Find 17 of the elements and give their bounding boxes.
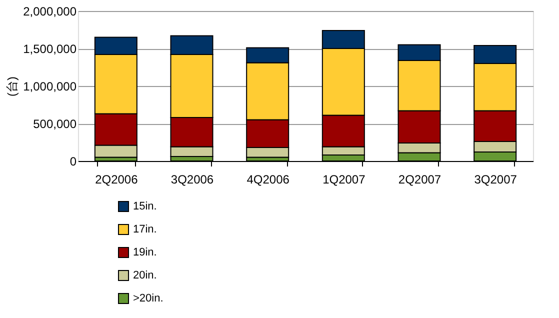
y-tick-label: 1,500,000 [23, 42, 77, 56]
y-tick-label: 0 [70, 154, 77, 168]
legend-label: 19in. [133, 246, 157, 258]
y-tick-label: 500,000 [33, 117, 77, 131]
y-tick-label: 1,000,000 [23, 80, 77, 94]
y-axis-title: (台) [5, 76, 20, 96]
x-tick-label: 2Q2007 [398, 172, 442, 186]
x-tick-label: 3Q2007 [474, 172, 518, 186]
legend-label: >20in. [133, 292, 164, 304]
x-tick-label: 3Q2006 [170, 172, 214, 186]
x-tick-label: 1Q2007 [322, 172, 366, 186]
x-tick-label: 4Q2006 [246, 172, 290, 186]
legend-label: 17in. [133, 224, 157, 236]
legend-label: 20in. [133, 270, 157, 282]
y-tick-label: 2,000,000 [23, 4, 77, 18]
x-tick-label: 2Q2006 [95, 172, 138, 186]
legend-label: 15in. [133, 200, 157, 212]
